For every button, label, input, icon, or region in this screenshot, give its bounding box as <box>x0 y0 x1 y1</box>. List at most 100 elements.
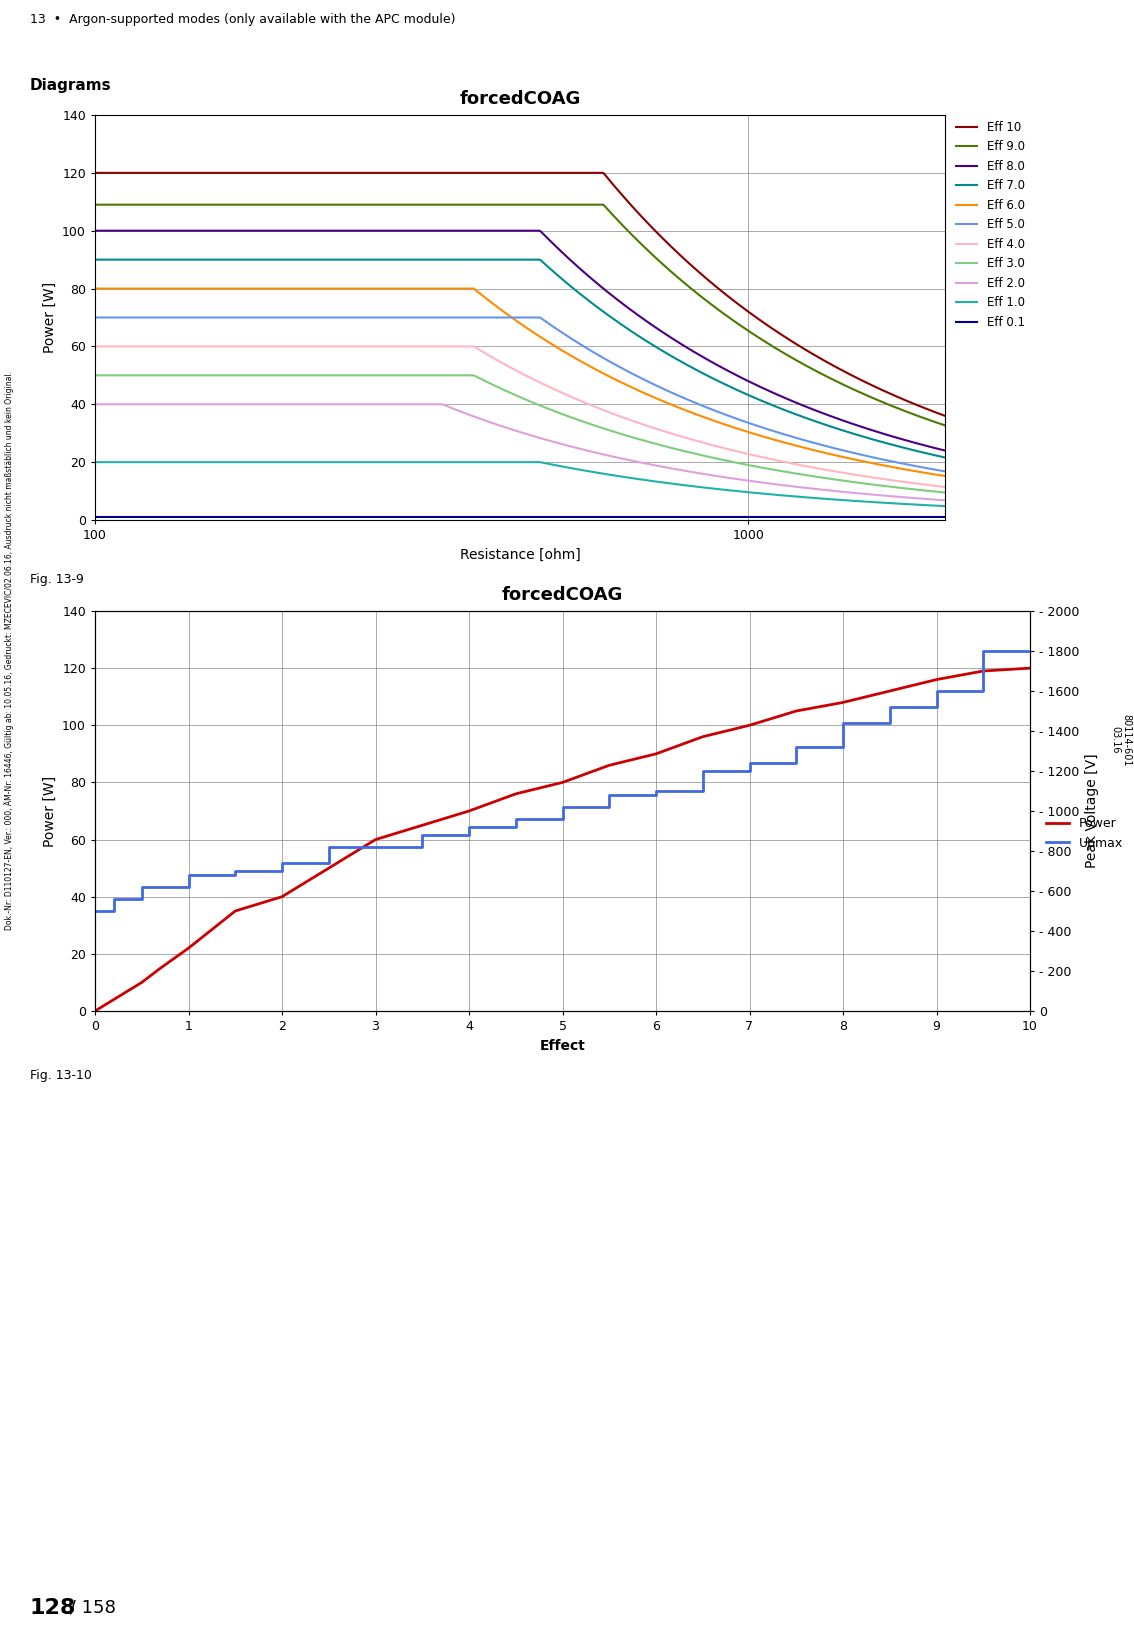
Upmax <box>117 889 130 909</box>
Eff 2.0 <box>820 480 833 500</box>
Eff 0.1 <box>582 508 595 528</box>
Eff 6.0 <box>938 467 951 487</box>
Upmax <box>1023 641 1036 661</box>
Upmax <box>369 837 382 857</box>
Line: Eff 5.0: Eff 5.0 <box>95 317 945 472</box>
X-axis label: Effect: Effect <box>540 1039 585 1052</box>
Eff 1.0 <box>88 452 102 472</box>
Upmax <box>322 837 336 857</box>
Eff 4.0 <box>820 460 833 480</box>
Eff 2.0 <box>938 490 951 510</box>
Eff 6.0 <box>604 367 618 386</box>
Y-axis label: Power [W]: Power [W] <box>43 281 57 353</box>
Power <box>88 1001 102 1021</box>
Line: Upmax: Upmax <box>95 651 1030 911</box>
Eff 7.0 <box>141 250 154 270</box>
Eff 10 <box>141 163 154 182</box>
Power <box>117 985 130 1004</box>
Eff 6.0 <box>88 279 102 299</box>
Eff 10 <box>604 173 618 192</box>
Title: forcedCOAG: forcedCOAG <box>459 90 581 109</box>
Upmax <box>556 797 569 817</box>
Eff 3.0 <box>582 414 595 434</box>
Text: 80114-601
03.16: 80114-601 03.16 <box>1110 713 1132 766</box>
Line: Eff 4.0: Eff 4.0 <box>95 347 945 487</box>
Eff 2.0 <box>141 395 154 414</box>
Eff 2.0 <box>733 470 746 490</box>
Power <box>228 901 242 921</box>
Eff 9.0 <box>582 196 595 215</box>
Eff 10 <box>820 352 833 372</box>
Eff 9.0 <box>820 367 833 386</box>
Upmax <box>181 865 195 884</box>
Eff 9.0 <box>733 316 746 335</box>
Eff 3.0 <box>629 429 643 449</box>
Eff 9.0 <box>938 416 951 436</box>
Eff 6.0 <box>820 444 833 464</box>
Power <box>98 995 111 1014</box>
Eff 3.0 <box>938 483 951 503</box>
Power <box>883 681 897 700</box>
Eff 1.0 <box>938 496 951 516</box>
Eff 5.0 <box>582 339 595 358</box>
Upmax <box>228 861 242 881</box>
Line: Eff 8.0: Eff 8.0 <box>95 230 945 450</box>
Eff 8.0 <box>938 441 951 460</box>
Text: 128: 128 <box>29 1598 76 1618</box>
Eff 1.0 <box>604 465 618 485</box>
Eff 1.0 <box>141 452 154 472</box>
Power <box>415 815 429 835</box>
Eff 4.0 <box>938 477 951 496</box>
Eff 7.0 <box>820 416 833 436</box>
Legend: Eff 10, Eff 9.0, Eff 8.0, Eff 7.0, Eff 6.0, Eff 5.0, Eff 4.0, Eff 3.0, Eff 2.0, : Eff 10, Eff 9.0, Eff 8.0, Eff 7.0, Eff 6… <box>956 122 1025 329</box>
Eff 1.0 <box>582 462 595 482</box>
Upmax <box>88 901 102 921</box>
Eff 2.0 <box>604 446 618 465</box>
Eff 1.0 <box>733 482 746 501</box>
Eff 9.0 <box>604 204 618 224</box>
Upmax <box>509 809 523 829</box>
Line: Eff 1.0: Eff 1.0 <box>95 462 945 506</box>
Power <box>276 886 289 906</box>
Eff 5.0 <box>820 436 833 455</box>
Text: Dok.-Nr: D110127-EN, Ver.: 000, ÄM-Nr: 16446, Gültig ab: 10.05.16, Gedruckt: MZE: Dok.-Nr: D110127-EN, Ver.: 000, ÄM-Nr: 1… <box>5 370 14 929</box>
Line: Eff 10: Eff 10 <box>95 173 945 416</box>
Line: Eff 9.0: Eff 9.0 <box>95 206 945 426</box>
Eff 0.1 <box>629 508 643 528</box>
Eff 9.0 <box>88 196 102 215</box>
Power <box>789 700 803 720</box>
Upmax <box>135 878 149 898</box>
Eff 4.0 <box>88 337 102 357</box>
Eff 10 <box>582 163 595 182</box>
Power <box>976 661 990 681</box>
Eff 4.0 <box>604 403 618 423</box>
Upmax <box>463 817 476 837</box>
Eff 0.1 <box>141 508 154 528</box>
Power <box>463 801 476 820</box>
Power <box>509 784 523 804</box>
Text: / 158: / 158 <box>65 1598 117 1616</box>
Power <box>1023 658 1036 677</box>
Eff 7.0 <box>938 447 951 467</box>
Line: Eff 6.0: Eff 6.0 <box>95 289 945 477</box>
Eff 10 <box>938 406 951 426</box>
Upmax <box>98 901 111 921</box>
Eff 7.0 <box>88 250 102 270</box>
Eff 2.0 <box>582 441 595 460</box>
Eff 6.0 <box>629 380 643 399</box>
Upmax <box>276 853 289 873</box>
Text: Fig. 13-10: Fig. 13-10 <box>29 1070 92 1082</box>
Upmax <box>789 737 803 756</box>
Eff 2.0 <box>88 395 102 414</box>
Eff 0.1 <box>733 508 746 528</box>
Power <box>930 669 943 689</box>
Y-axis label: Power [W]: Power [W] <box>43 776 57 847</box>
Upmax <box>649 781 662 801</box>
Eff 5.0 <box>733 409 746 429</box>
Power <box>556 773 569 792</box>
Eff 5.0 <box>88 307 102 327</box>
Eff 5.0 <box>604 352 618 372</box>
Power <box>743 715 756 735</box>
Eff 5.0 <box>629 367 643 386</box>
Text: Fig. 13-9: Fig. 13-9 <box>29 574 84 587</box>
